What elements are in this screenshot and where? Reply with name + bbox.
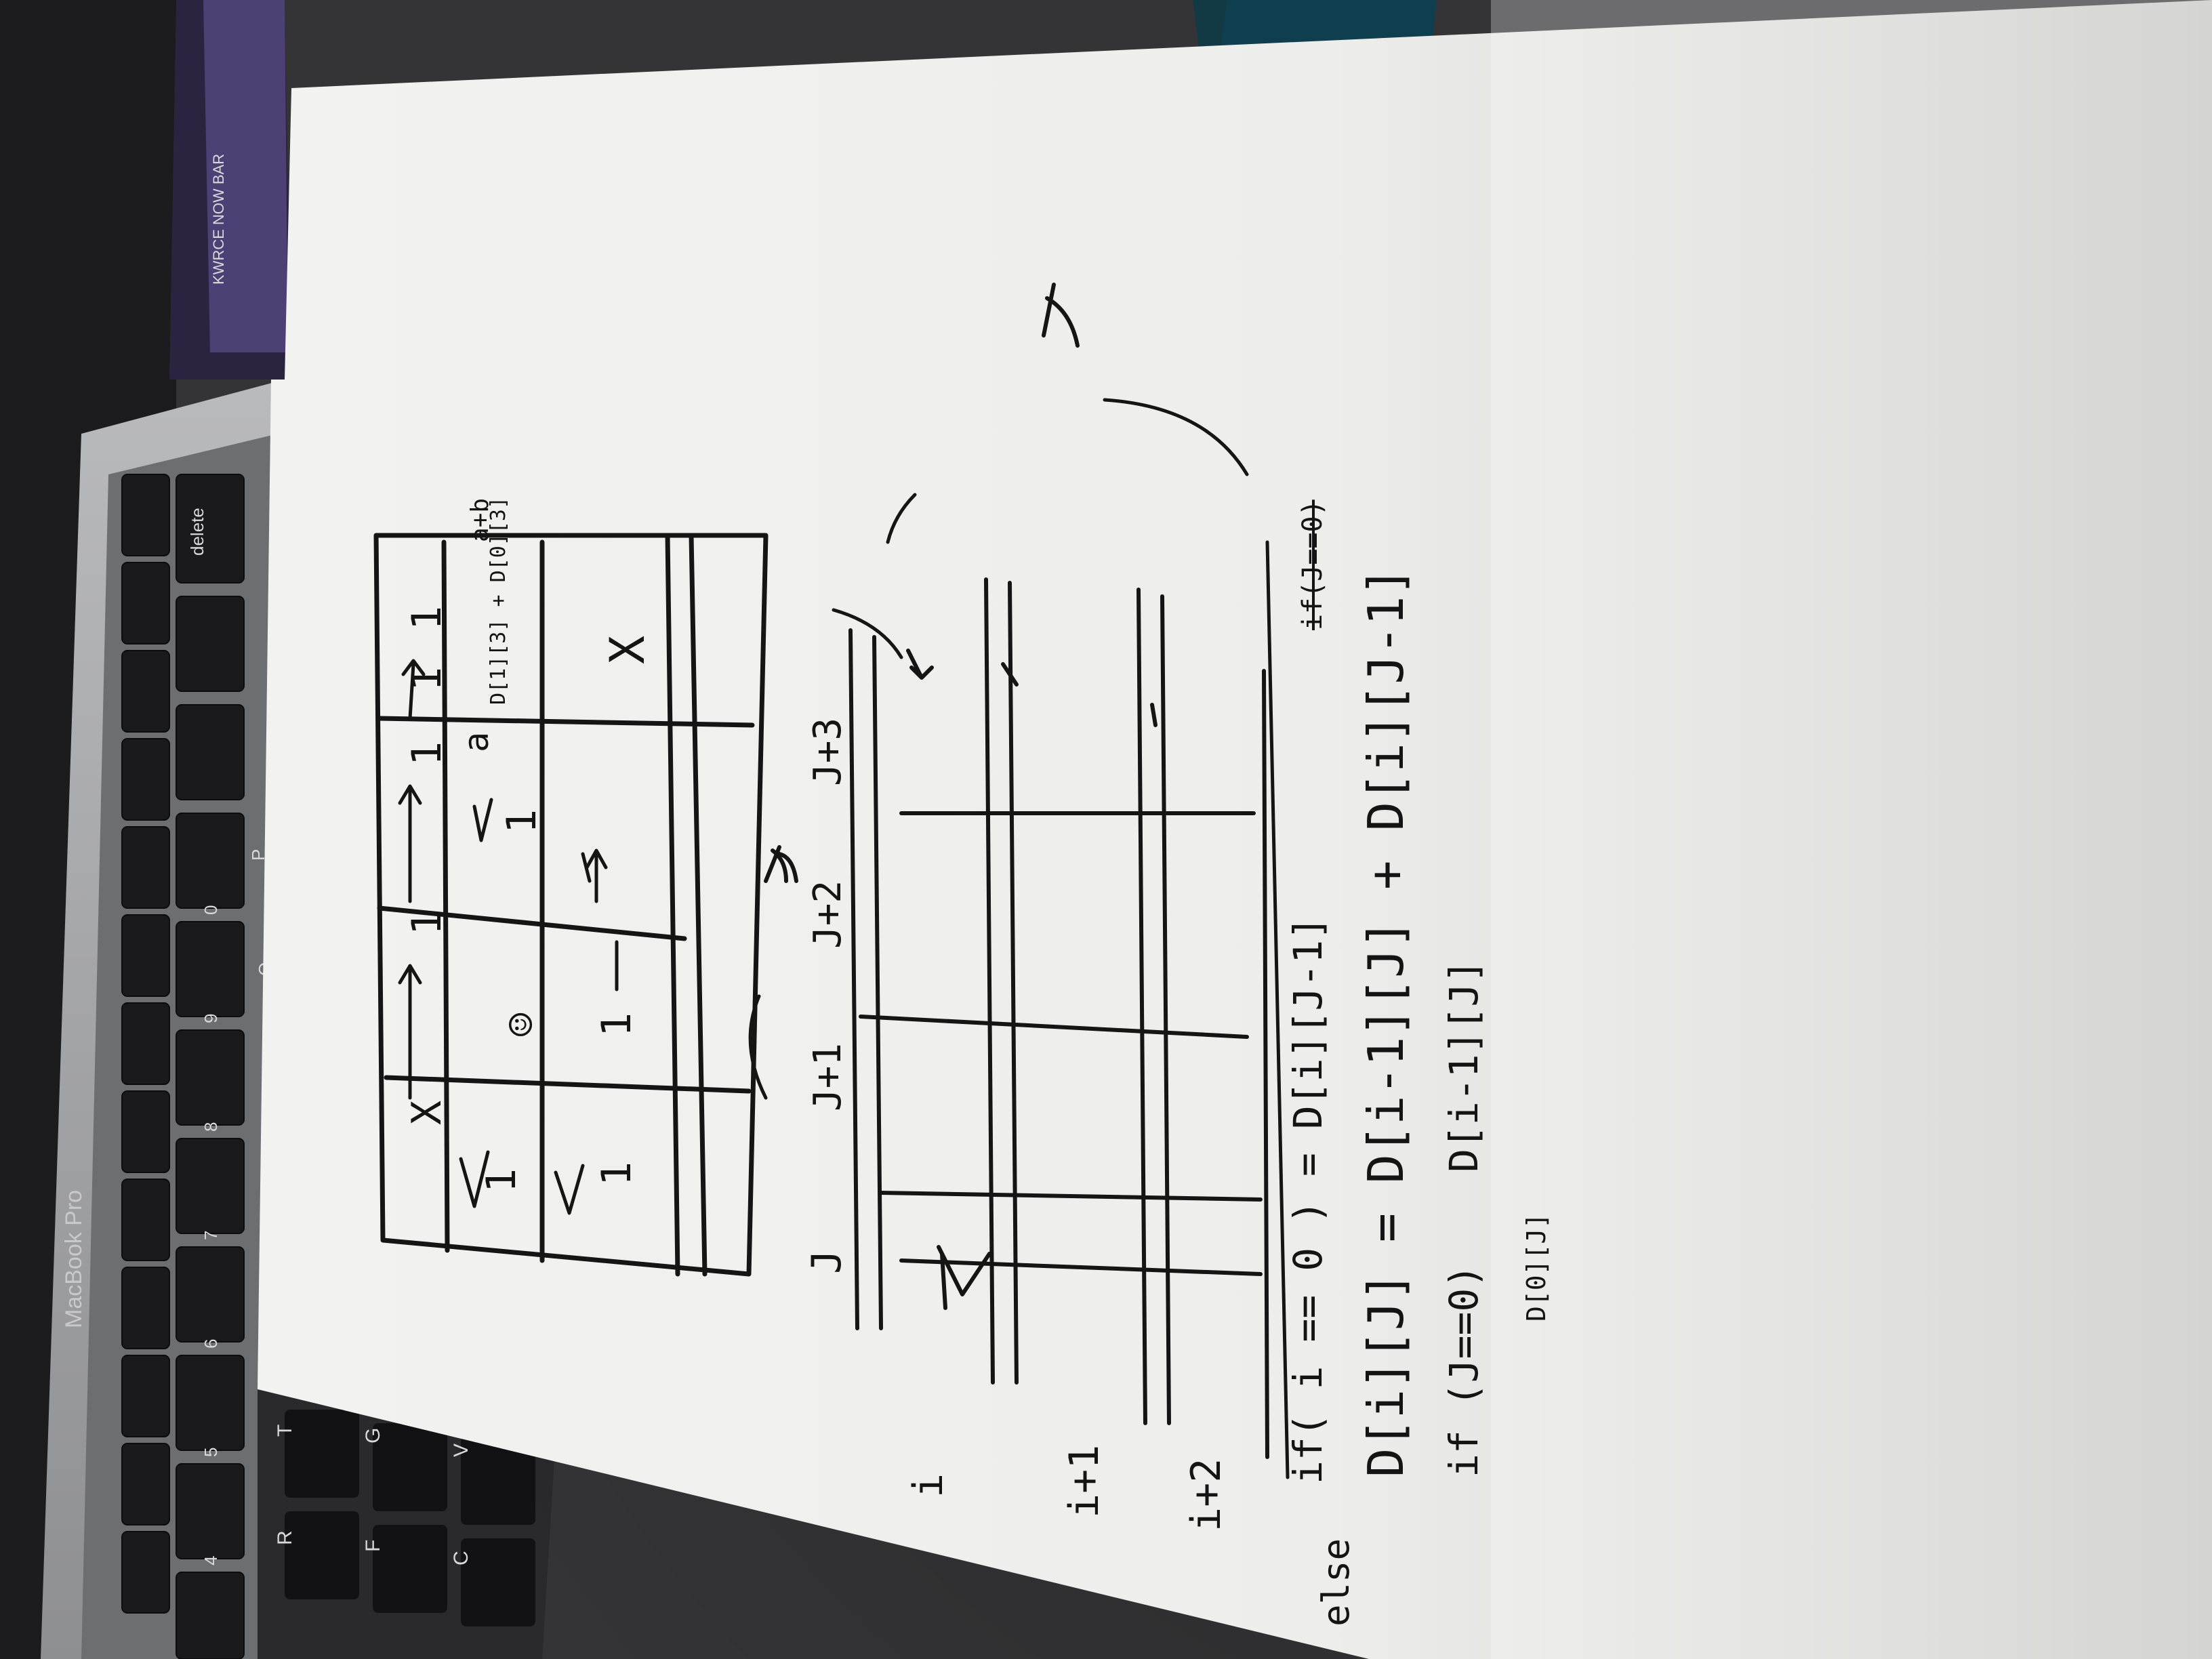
table-grid [373,533,769,1277]
column-label-j1: J+1 [806,1043,850,1111]
cell-1-row2b: 1 [498,809,546,834]
screen-text: KWRCE NOW BAR [210,154,227,285]
key-t: T [274,1425,296,1437]
cell-a-plus-b: a+b [466,498,494,542]
column-label-j3: J+3 [806,718,850,786]
row-label-i1: i+1 [1061,1445,1108,1518]
else-label: else [1315,1538,1357,1626]
cell-1-d: 1 [403,606,451,630]
hand-drawing [373,283,1290,1479]
cell-1-c: 1 [403,667,451,691]
column-label-j: J [803,1250,851,1274]
row-label-i2: i+2 [1183,1458,1230,1532]
key-delete: delete [187,508,207,556]
key-0: 0 [201,905,221,915]
cell-a: a [457,732,496,752]
lower-grid [848,577,1269,1459]
cell-smiley: ☺ [498,1012,546,1037]
cell-1-row2: 1 [478,1168,525,1193]
key-r: R [274,1530,296,1545]
column-label-j2: J+2 [806,880,850,949]
cell-x-bottom: X [600,636,655,664]
cell-1-a: 1 [403,911,451,935]
paper-sheet [258,0,2212,1659]
cell-1-b: 1 [403,741,451,766]
row-label-i: i [905,1473,952,1498]
marker-m-shape [764,845,798,883]
key-8: 8 [201,1122,221,1132]
laptop-brand: MacBook Pro [61,1190,87,1328]
curve-strokes [748,398,1249,1100]
laptop-screen: KWRCE NOW BAR [169,0,291,380]
paper-highlight [1491,0,2212,1659]
cell-x-top: X [403,1101,451,1125]
formula-struck: if(J==0) [1297,499,1328,630]
table-arrows [398,659,619,1215]
key-p: P [248,849,268,861]
cell-1-row3b: 1 [593,1012,640,1037]
marker-n-shape [1042,283,1080,348]
formula-line-4: D[0][J] [1521,1213,1551,1322]
formula-line-3: if (J==0) [1441,1265,1487,1477]
notes-text: X 1 1 1 1 1 ☺ 1 a D[1][3] + D[0][3] a+b … [403,497,1551,1626]
formula-line-1: if( i == 0 ) = D[i][J-1] [1285,916,1331,1484]
formula-underline [1265,540,1290,1479]
key-5: 5 [201,1448,221,1457]
cell-1-row3: 1 [593,1162,640,1186]
laptop-keyboard: delete P O 0 9 8 7 6 5 4 MacBook Pro T R… [41,380,556,1659]
key-6: 6 [201,1339,221,1349]
key-9: 9 [201,1014,221,1023]
key-4: 4 [201,1556,221,1565]
cell-formula: D[1][3] + D[0][3] [487,497,510,705]
formula-line-3b: D[i-1][J] [1441,960,1487,1172]
formula-line-2: D[i][J] = D[i-1][J] + D[i][J-1] [1357,567,1414,1477]
key-7: 7 [201,1231,221,1240]
